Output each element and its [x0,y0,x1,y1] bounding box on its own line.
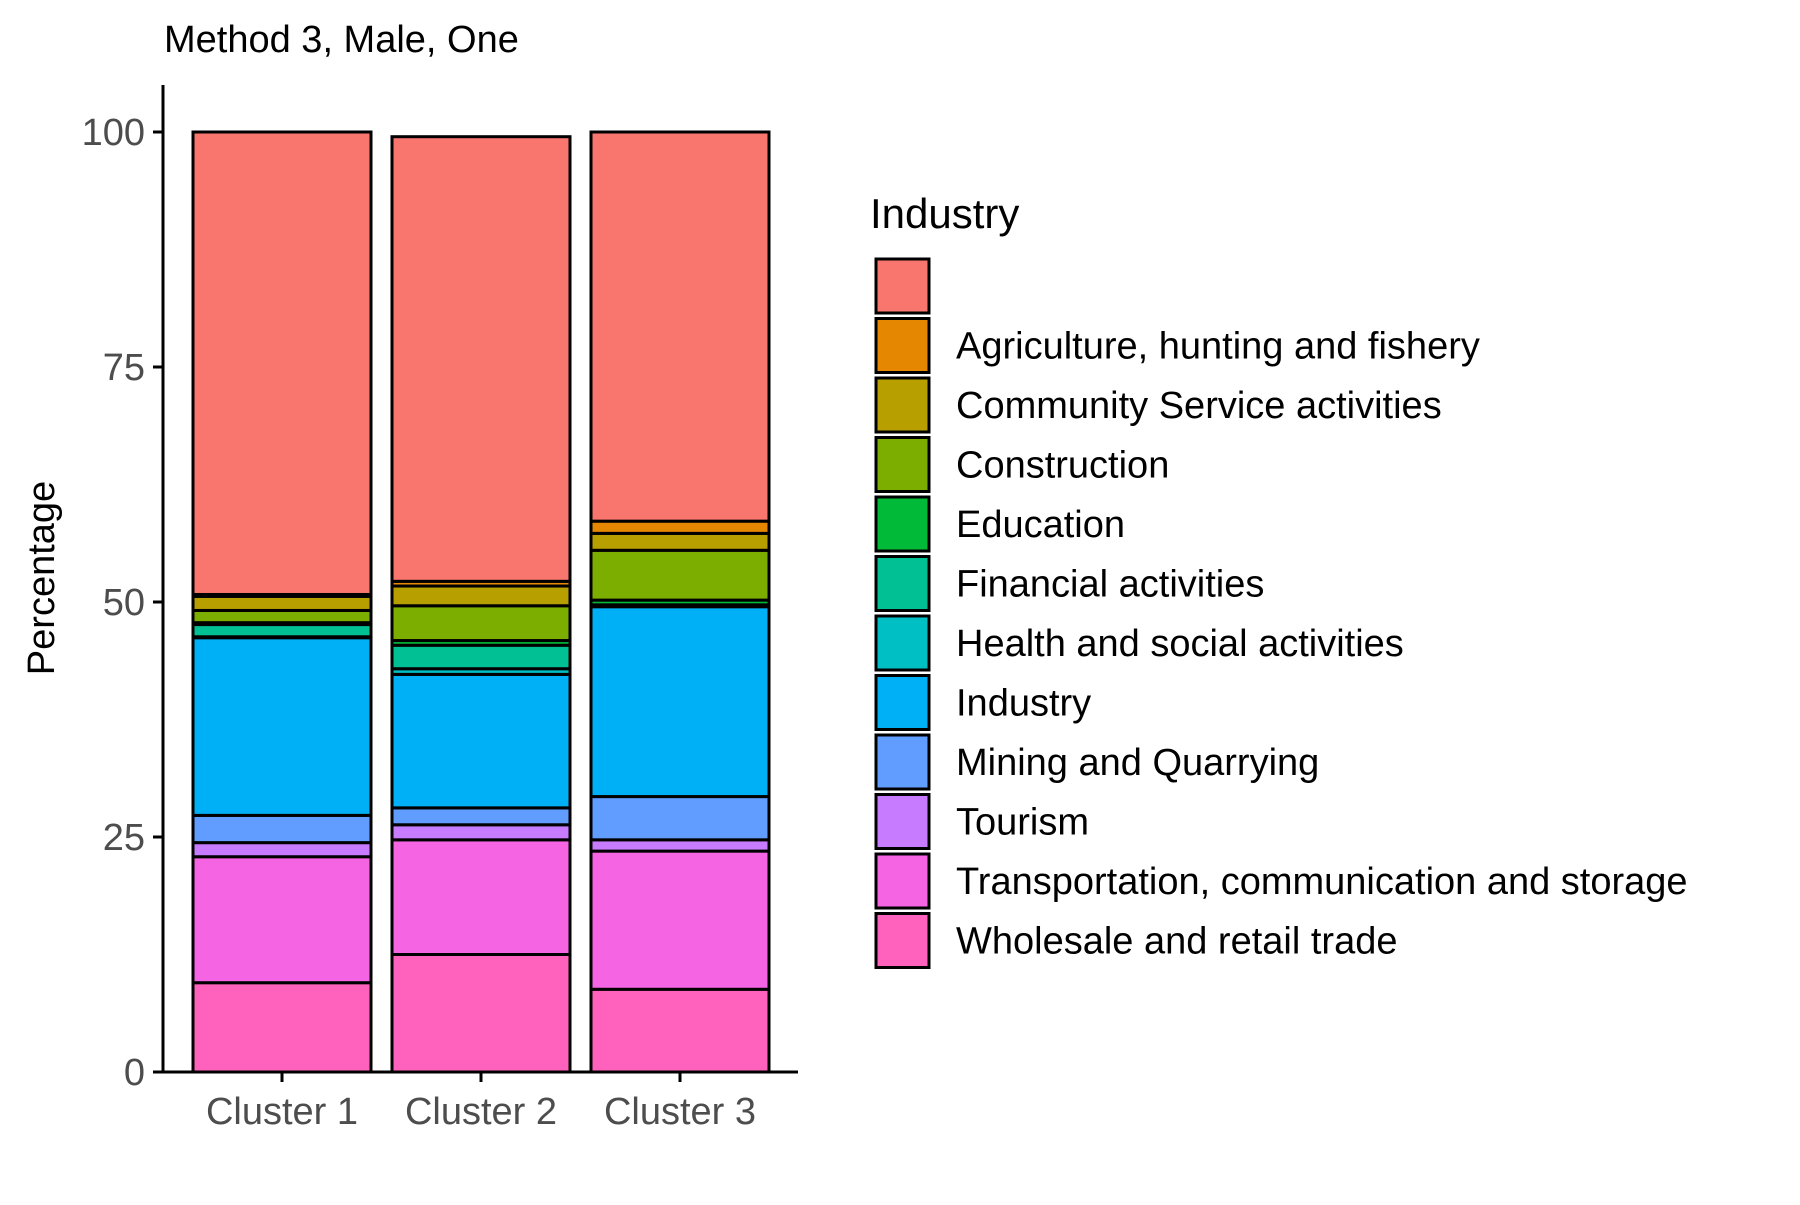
bar-segment-cluster-1-construction [191,608,373,625]
bar-segment-cluster-3-mining-and-quarrying [589,795,771,842]
bar-segment-cluster-2-tourism [390,823,572,842]
legend-title: Industry [870,190,1019,237]
bar-segment-cluster-1-mining-and-quarrying [191,813,373,845]
legend-label-financial-activities: Financial activities [956,564,1264,606]
bar-segment-cluster-2-mining-and-quarrying [390,806,572,827]
legend-key-unlabeled [874,257,931,315]
legend-key-agriculture-hunting-and-fishery [874,317,931,374]
legend-key-wholesale-and-retail-trade [874,912,931,969]
x-tick-label-cluster-3: Cluster 3 [604,1091,756,1133]
legend-key-financial-activities [874,555,931,612]
bar-segment-cluster-1-transportation-communication-and-storage [191,855,373,985]
legend-label-tourism: Tourism [956,802,1089,844]
legend-key-community-service-activities [874,376,931,434]
bar-segment-cluster-3-construction [589,548,771,602]
legend-key-transportation-communication-and-storage [874,852,931,910]
bar-segment-cluster-3-agriculture-hunting-and-fishery [589,519,771,535]
y-tick-label-100: 100 [82,112,145,154]
legend-label-industry: Industry [956,683,1091,725]
bar-segment-cluster-2-construction [390,604,572,643]
bar-segment-cluster-2-financial-activities [390,643,572,671]
bar-segment-cluster-1-financial-activities [191,623,373,639]
bar-segment-cluster-1-wholesale-and-retail-trade [191,981,373,1074]
legend-label-construction: Construction [956,445,1169,487]
legend-key-education [874,495,931,553]
legend-label-transportation-communication-and-storage: Transportation, communication and storag… [956,861,1688,903]
x-tick-label-cluster-2: Cluster 2 [405,1091,557,1133]
legend-label-community-service-activities: Community Service activities [956,385,1442,427]
bar-segment-cluster-2-unlabeled [390,135,572,583]
legend-label-wholesale-and-retail-trade: Wholesale and retail trade [956,921,1397,963]
bar-segment-cluster-2-wholesale-and-retail-trade [390,953,572,1074]
bar-segment-cluster-3-tourism [589,838,771,853]
legend-key-tourism [874,793,931,850]
legend-label-health-and-social-activities: Health and social activities [956,623,1404,665]
bar-segment-cluster-1-industry [191,636,373,817]
legend-key-construction [874,436,931,493]
legend-key-industry [874,674,931,731]
bar-segment-cluster-3-wholesale-and-retail-trade [589,987,771,1074]
x-tick-label-cluster-1: Cluster 1 [206,1091,358,1133]
bar-segment-cluster-3-industry [589,605,771,799]
bar-segment-cluster-1-tourism [191,841,373,859]
y-tick-label-75: 75 [103,347,145,389]
legend: Industry Agriculture, hunting and fisher… [870,190,1688,969]
legend-key-mining-and-quarrying [874,733,931,791]
legend-label-agriculture-hunting-and-fishery: Agriculture, hunting and fishery [956,326,1480,368]
bar-segment-cluster-1-community-service-activities [191,594,373,612]
legend-label-mining-and-quarrying: Mining and Quarrying [956,742,1319,784]
bar-segment-cluster-2-community-service-activities [390,584,572,608]
y-tick-label-0: 0 [124,1052,145,1094]
bar-segment-cluster-3-community-service-activities [589,531,771,552]
bar-segment-cluster-3-unlabeled [589,130,771,523]
bar-segment-cluster-2-transportation-communication-and-storage [390,838,572,957]
legend-key-health-and-social-activities [874,614,931,672]
y-axis-title: Percentage [21,481,63,675]
bars-layer [191,130,771,1074]
y-tick-label-25: 25 [103,817,145,859]
y-tick-label-50: 50 [103,582,145,624]
chart-title: Method 3, Male, One [164,19,519,61]
bar-segment-cluster-2-industry [390,672,572,810]
legend-label-education: Education [956,504,1125,546]
axes-layer: Cluster 1 Cluster 2 Cluster 3 0 25 50 75 100 [82,85,798,1133]
bar-segment-cluster-3-transportation-communication-and-storage [589,849,771,991]
bar-segment-cluster-1-unlabeled [191,130,373,596]
